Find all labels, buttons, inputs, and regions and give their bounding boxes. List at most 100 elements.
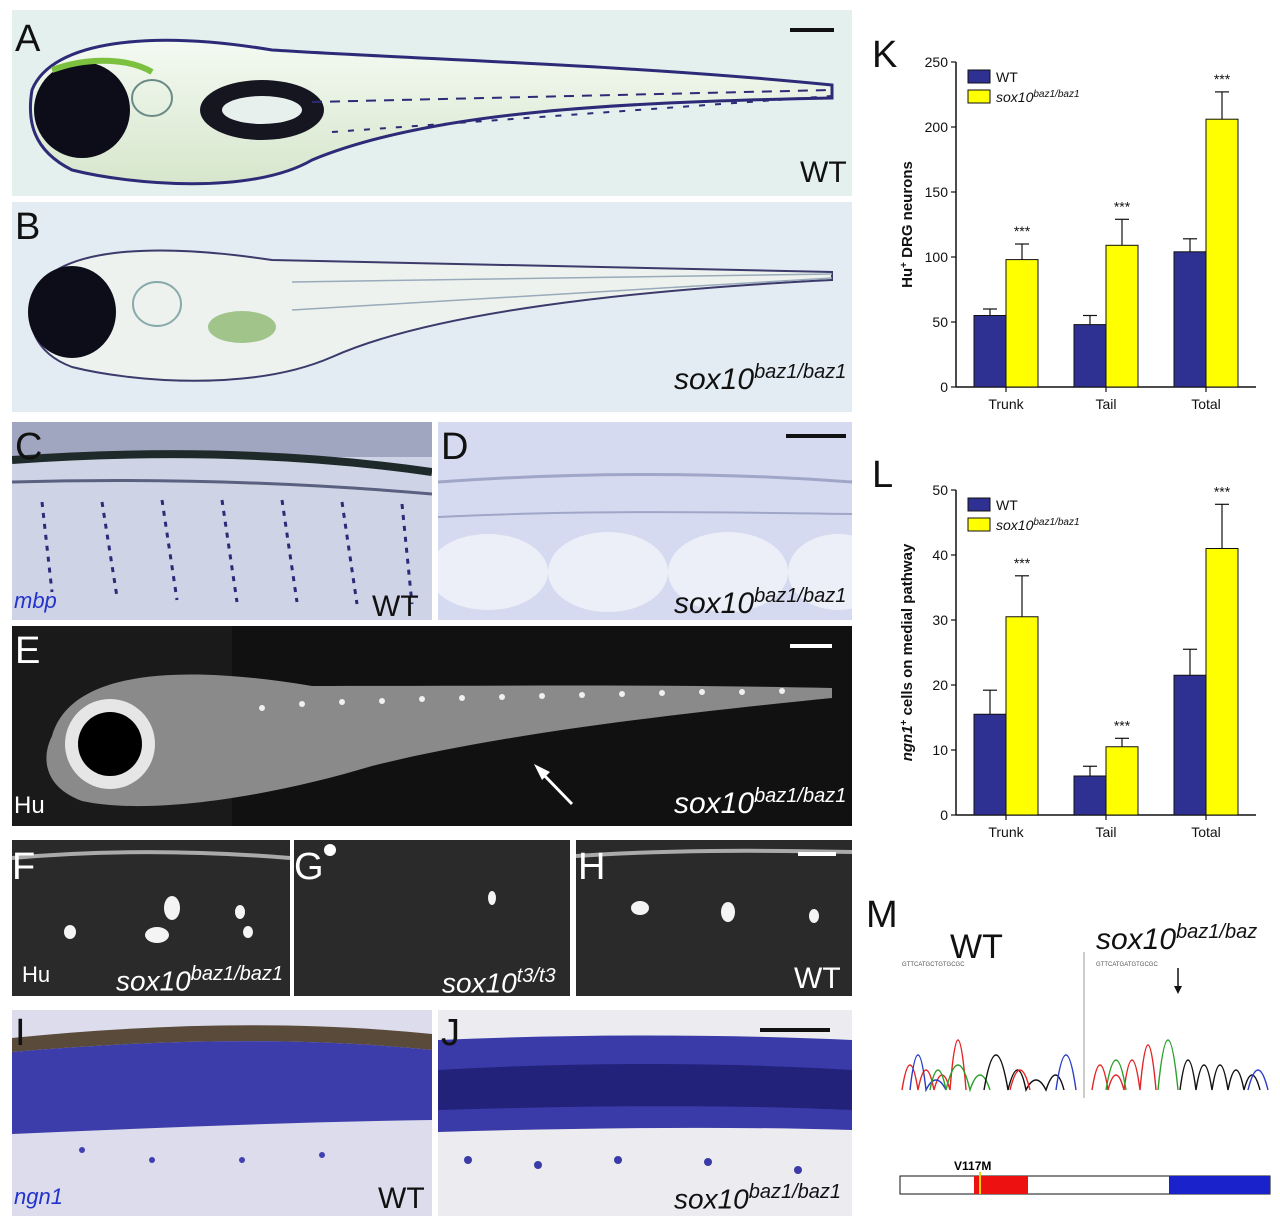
scale-bar-h <box>798 852 836 856</box>
y-tick-label: 50 <box>932 482 948 498</box>
panel-h: H WT <box>576 840 852 996</box>
panel-j: J sox10baz1/baz1 <box>438 1010 852 1216</box>
chromatogram-wt-label: WT <box>950 928 1003 966</box>
chart-k: 0 50 100 150 200 250 Hu+ DRG neurons Trunk *** Ta… <box>899 54 1256 412</box>
scale-bar-a <box>790 28 834 32</box>
x-tick-label: Total <box>1191 824 1221 840</box>
panel-i: I ngn1 WT <box>12 1010 432 1216</box>
allele-m: baz1/baz <box>1176 921 1258 943</box>
y-tick-label: 250 <box>925 54 949 70</box>
transactivation-domain <box>1169 1176 1270 1194</box>
mut-sequence: GTTCATGATGTGCGC <box>1096 962 1158 968</box>
stain-label-e: Hu <box>14 792 45 819</box>
y-tick-label: 100 <box>925 249 949 265</box>
panel-letter-g: G <box>294 846 324 888</box>
scale-bar-j <box>760 1028 830 1032</box>
gene-name-g: sox10 <box>442 967 517 996</box>
genotype-label-a: WT <box>800 156 847 189</box>
x-tick-label: Trunk <box>988 396 1024 412</box>
panel-letter-c: C <box>15 426 43 468</box>
y-axis-label: ngn1+ cells on medial pathway <box>899 543 917 761</box>
larva-wt-image <box>28 38 834 186</box>
bar-mutant <box>1205 548 1239 816</box>
bar-wt <box>973 713 1007 816</box>
gene-name-e: sox10 <box>674 787 755 820</box>
y-tick-label: 0 <box>940 379 948 395</box>
scale-bar-e <box>790 644 832 648</box>
y-tick-label: 0 <box>940 807 948 823</box>
significance-label: *** <box>1014 223 1031 239</box>
legend-swatch-mutant <box>967 517 991 532</box>
genotype-label-f: sox10baz1/baz1 <box>116 964 283 995</box>
bar-mutant <box>1005 616 1039 816</box>
bar-mutant <box>1005 259 1039 388</box>
mutation-label: V117M <box>954 1159 991 1173</box>
ngn1-wt-image <box>12 1025 432 1163</box>
panel-letter-f: F <box>12 846 36 888</box>
chromatogram-mut-label: sox10baz1/baz <box>1096 922 1257 955</box>
hu-mutant-image <box>12 626 832 826</box>
legend-label-wt: WT <box>996 497 1018 513</box>
panel-f: F Hu sox10baz1/baz1 <box>12 840 290 996</box>
chromatogram: GTTCATGCTGTGCGC GTTCATGATGTGCGC V117M <box>899 952 1271 1195</box>
bar-wt <box>973 315 1007 388</box>
genotype-label-g: sox10t3/t3 <box>442 966 556 996</box>
y-tick-label: 200 <box>925 119 949 135</box>
genotype-label-j: sox10baz1/baz1 <box>674 1182 841 1213</box>
x-tick-label: Tail <box>1095 824 1116 840</box>
genotype-label-h: WT <box>794 962 841 995</box>
allele-g: t3/t3 <box>516 965 556 987</box>
y-tick-label: 10 <box>932 742 948 758</box>
bar-mutant <box>1105 244 1139 388</box>
legend-swatch-mutant <box>967 89 991 104</box>
larva-mutant-image <box>28 249 833 382</box>
panel-letter-k: K <box>872 34 898 76</box>
significance-label: *** <box>1114 198 1131 214</box>
legend-label-mutant: sox10baz1/baz1 <box>996 517 1080 534</box>
probe-name-c: mbp <box>14 588 57 613</box>
panel-letter-j: J <box>441 1012 460 1054</box>
mbp-mutant-image <box>438 473 852 612</box>
legend-label-mutant: sox10baz1/baz1 <box>996 89 1080 106</box>
significance-label: *** <box>1014 555 1031 571</box>
panel-e: E Hu sox10baz1/baz1 <box>12 626 852 826</box>
x-tick-label: Tail <box>1095 396 1116 412</box>
gene-name-f: sox10 <box>116 965 191 996</box>
allele-d: baz1/baz1 <box>754 585 847 607</box>
significance-label: *** <box>1114 717 1131 733</box>
chart-l: 0 10 20 30 40 50 ngn1+ cells on medial pathway… <box>899 482 1256 840</box>
y-tick-label: 50 <box>932 314 948 330</box>
x-tick-label: Total <box>1191 396 1221 412</box>
bar-wt <box>1073 775 1107 816</box>
bar-wt <box>1173 674 1207 816</box>
gene-name-d: sox10 <box>674 587 755 620</box>
gene-name-b: sox10 <box>674 363 755 396</box>
panel-letter-i: I <box>15 1012 26 1054</box>
hu-h-image <box>576 848 852 923</box>
hu-f-image <box>12 850 290 943</box>
significance-label: *** <box>1214 71 1231 87</box>
hmg-domain <box>974 1176 1028 1194</box>
scale-bar-d <box>786 434 846 438</box>
bar-wt <box>1173 251 1207 388</box>
legend-swatch-wt <box>967 497 991 512</box>
x-tick-label: Trunk <box>988 824 1024 840</box>
genotype-label-e: sox10baz1/baz1 <box>674 786 846 819</box>
genotype-label-d: sox10baz1/baz1 <box>674 586 846 619</box>
panel-c: C mbp WT <box>12 422 432 620</box>
panel-b: B sox10baz1/baz1 <box>12 202 852 412</box>
significance-label: *** <box>1214 483 1231 499</box>
bar-mutant <box>1105 746 1139 816</box>
panel-letter-l: L <box>872 454 894 496</box>
panel-letter-e: E <box>15 630 41 672</box>
panel-letter-h: H <box>578 846 606 888</box>
y-axis-label: Hu+ DRG neurons <box>899 161 917 288</box>
panel-g: G sox10t3/t3 <box>294 840 570 996</box>
y-tick-label: 20 <box>932 677 948 693</box>
gene-name-j: sox10 <box>674 1183 749 1215</box>
probe-label-i: ngn1 <box>14 1186 63 1208</box>
panel-letter-d: D <box>441 426 469 468</box>
stain-label-f: Hu <box>22 962 51 987</box>
wt-sequence: GTTCATGCTGTGCGC <box>902 962 965 968</box>
panel-a: A WT <box>12 10 852 196</box>
